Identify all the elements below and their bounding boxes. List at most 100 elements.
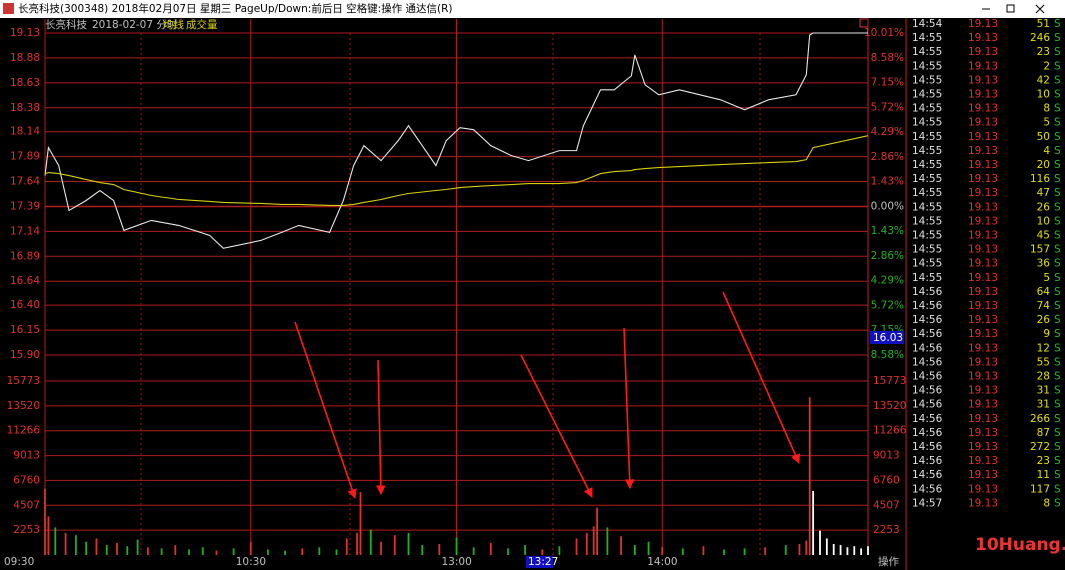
trade-price: 19.13	[968, 371, 998, 383]
trade-side: S	[1054, 159, 1061, 171]
y-tick-label: 15.90	[10, 349, 40, 361]
trade-time: 14:54	[912, 18, 943, 30]
trade-volume: 31	[1037, 385, 1050, 397]
y2-tick-label: 0.00%	[871, 200, 904, 212]
trade-price: 19.13	[968, 173, 998, 185]
trade-side: S	[1054, 89, 1061, 101]
trade-side: S	[1054, 18, 1061, 30]
trade-volume: 117	[1030, 483, 1050, 495]
trade-price: 19.13	[968, 314, 998, 326]
volume-bar	[558, 546, 561, 555]
volume-bar	[606, 527, 609, 555]
trade-time: 14:55	[912, 74, 942, 86]
x-tick-label: 10:30	[236, 556, 266, 568]
volume-bar	[188, 549, 190, 555]
volume-bar	[839, 545, 842, 555]
y2-tick-label: 2.86%	[871, 250, 904, 262]
trade-price: 19.13	[968, 201, 998, 213]
volume-bar	[620, 536, 622, 555]
trade-volume: 8	[1043, 103, 1050, 115]
volume-bar	[853, 546, 856, 555]
y2-tick-label: 1.43%	[871, 225, 904, 237]
volume-bar	[380, 541, 382, 555]
trade-side: S	[1054, 286, 1061, 298]
trade-time: 14:55	[912, 215, 942, 227]
y2-tick-label: 10.01%	[864, 27, 904, 39]
trade-volume: 51	[1037, 18, 1050, 30]
trade-volume: 10	[1037, 215, 1050, 227]
y2-tick-label: 5.72%	[871, 299, 904, 311]
volume-bar	[369, 529, 372, 555]
y-tick-label-right: 15773	[873, 375, 906, 387]
trade-price: 19.13	[968, 469, 998, 481]
y-tick-label: 17.14	[10, 225, 40, 237]
trade-volume: 4	[1043, 145, 1050, 157]
y-tick-label: 2253	[13, 524, 40, 536]
volume-bar	[784, 545, 787, 555]
trade-volume: 50	[1037, 131, 1050, 143]
trade-volume: 47	[1037, 187, 1050, 199]
trade-volume: 5	[1043, 117, 1050, 129]
volume-bar	[681, 548, 684, 555]
trade-price: 19.13	[968, 356, 998, 368]
trade-side: S	[1054, 385, 1061, 397]
volume-bar	[867, 546, 869, 555]
half-hour-lines	[140, 33, 761, 555]
y-tick-label: 18.14	[10, 126, 40, 138]
trade-side: S	[1054, 187, 1061, 199]
trade-volume: 12	[1037, 342, 1050, 354]
trade-time: 14:55	[912, 258, 942, 270]
volume-bar	[407, 532, 410, 555]
y-tick-label-right: 11266	[873, 425, 907, 437]
y2-tick-label: 1.43%	[871, 176, 904, 188]
trade-price: 19.13	[968, 497, 998, 509]
trade-volume: 9	[1043, 328, 1050, 340]
trade-side: S	[1054, 399, 1061, 411]
trade-side: S	[1054, 60, 1061, 72]
trade-time: 14:57	[912, 497, 942, 509]
window-buttons[interactable]	[982, 4, 1045, 14]
volume-bar	[661, 547, 664, 555]
volume-bar	[846, 547, 849, 555]
trade-time: 14:55	[912, 187, 942, 199]
trade-time: 14:56	[912, 356, 943, 368]
trade-side: S	[1054, 173, 1061, 185]
trade-price: 19.13	[968, 427, 998, 439]
trade-volume: 116	[1030, 173, 1050, 185]
trade-volume: 2	[1043, 60, 1050, 72]
trade-side: S	[1054, 244, 1061, 256]
y-tick-label: 16.64	[10, 275, 40, 287]
trade-volume: 42	[1037, 74, 1050, 86]
trade-price: 19.13	[968, 244, 998, 256]
volume-bar	[393, 535, 396, 555]
y-tick-label: 18.63	[10, 77, 40, 89]
y-tick-label: 9013	[13, 450, 40, 462]
volume-bar	[249, 541, 252, 555]
volume-bar	[105, 545, 108, 555]
trade-time: 14:55	[912, 230, 942, 242]
trade-volume: 11	[1037, 469, 1050, 481]
trade-side: S	[1054, 215, 1061, 227]
y-tick-label-right: 6760	[873, 474, 900, 486]
trade-volume: 23	[1037, 455, 1050, 467]
x-tick-label: 14:00	[647, 556, 677, 568]
corner-button[interactable]	[859, 18, 869, 28]
trade-time: 14:56	[912, 371, 943, 383]
volume-bar	[647, 541, 650, 555]
trade-side: S	[1054, 497, 1061, 509]
trade-volume: 36	[1037, 258, 1051, 270]
trade-side: S	[1054, 145, 1061, 157]
trade-time: 14:56	[912, 427, 943, 439]
x-tick-label: 13:00	[442, 556, 472, 568]
volume-bar	[95, 538, 98, 555]
y-tick-label: 15773	[7, 375, 40, 387]
volume-bar	[592, 526, 595, 555]
chart-date: 2018-02-07 分时	[92, 19, 178, 31]
y-tick-label: 16.89	[10, 250, 40, 262]
action-label[interactable]: 操作	[878, 555, 899, 568]
cursor-price: 16.03	[873, 332, 903, 344]
trade-time: 14:55	[912, 117, 942, 129]
trade-side: S	[1054, 314, 1061, 326]
trade-time: 14:56	[912, 385, 943, 397]
trade-side: S	[1054, 74, 1061, 86]
